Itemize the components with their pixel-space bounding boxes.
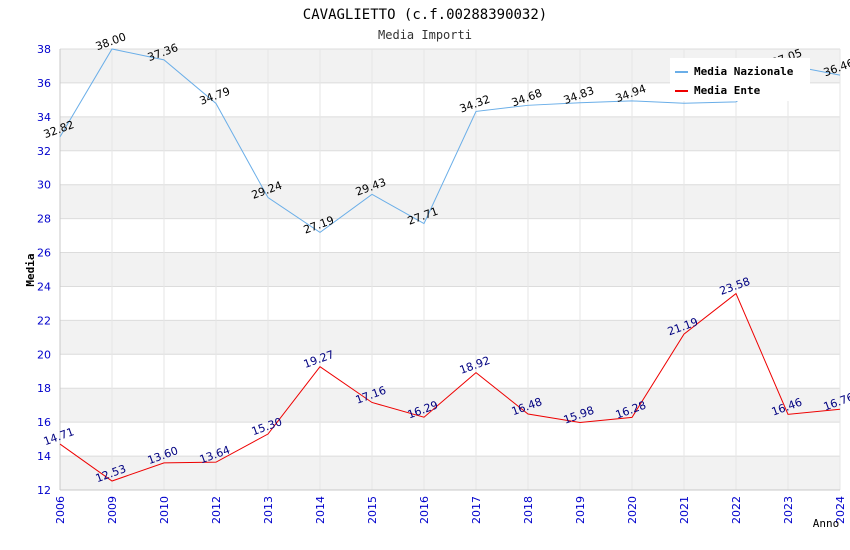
x-tick-label: 2021	[678, 496, 691, 524]
legend-label-ente: Media Ente	[694, 84, 761, 97]
y-axis-title: Media	[24, 253, 37, 286]
grid-band	[60, 320, 840, 355]
x-tick-label: 2015	[366, 496, 379, 524]
x-axis-ticks: 2006 2009 2010 2012 2013 2014 2015 2016 2017 2018…	[54, 496, 847, 524]
y-tick-label: 16	[37, 416, 51, 429]
x-tick-label: 2023	[782, 496, 795, 524]
y-tick-label: 32	[37, 145, 51, 158]
series-line	[59, 48, 841, 233]
chart-subtitle: Media Importi	[378, 28, 472, 42]
x-tick-label: 2006	[54, 496, 67, 524]
x-tick-label: 2009	[106, 496, 119, 524]
y-tick-label: 22	[37, 314, 51, 327]
x-tick-label: 2013	[262, 496, 275, 524]
x-tick-label: 2024	[834, 496, 847, 524]
x-tick-label: 2016	[418, 496, 431, 524]
x-tick-label: 2022	[730, 496, 743, 524]
grid-band	[60, 252, 840, 287]
x-axis-title: Anno	[813, 517, 840, 530]
y-tick-label: 26	[37, 247, 51, 260]
y-axis-ticks: 12 14 16 18 20 22 24 26 28 30 32 34 36 38	[37, 43, 51, 497]
legend-box	[670, 58, 810, 101]
x-tick-label: 2010	[158, 496, 171, 524]
x-tick-label: 2012	[210, 496, 223, 524]
grid-band	[60, 116, 840, 151]
series-line	[59, 292, 841, 482]
y-tick-label: 28	[37, 213, 51, 226]
y-tick-label: 38	[37, 43, 51, 56]
background-bands	[60, 49, 840, 490]
grid-band	[60, 388, 840, 423]
y-tick-label: 20	[37, 348, 51, 361]
y-tick-label: 36	[37, 77, 51, 90]
y-tick-label: 30	[37, 179, 51, 192]
x-tick-label: 2019	[574, 496, 587, 524]
y-tick-label: 12	[37, 484, 51, 497]
y-tick-label: 24	[37, 280, 51, 293]
x-tick-label: 2018	[522, 496, 535, 524]
x-tick-label: 2014	[314, 496, 327, 524]
grid-band	[60, 456, 840, 490]
y-tick-label: 18	[37, 382, 51, 395]
chart-title: CAVAGLIETTO (c.f.00288390032)	[303, 7, 547, 23]
x-tick-label: 2017	[470, 496, 483, 524]
legend: Media Nazionale Media Ente	[670, 58, 810, 101]
y-tick-label: 34	[37, 111, 51, 124]
y-tick-label: 14	[37, 450, 51, 463]
legend-label-nazionale: Media Nazionale	[694, 65, 794, 78]
grid-band	[60, 184, 840, 219]
gridlines	[59, 48, 841, 491]
x-tick-label: 2020	[626, 496, 639, 524]
